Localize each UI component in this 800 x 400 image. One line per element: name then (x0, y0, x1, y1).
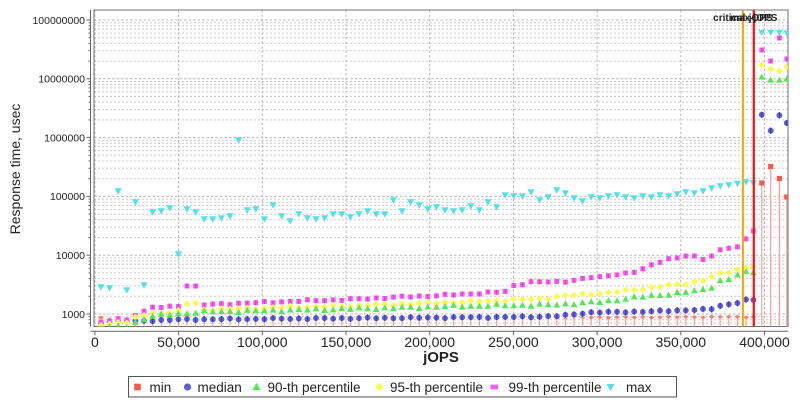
svg-text:400,000: 400,000 (739, 334, 790, 350)
svg-text:max-jOPS: max-jOPS (730, 13, 778, 24)
svg-text:95-th percentile: 95-th percentile (390, 380, 483, 395)
svg-text:350,000: 350,000 (655, 334, 706, 350)
svg-text:0: 0 (91, 334, 99, 350)
svg-text:200,000: 200,000 (404, 334, 455, 350)
svg-text:critical-jOPS: critical-jOPS (713, 13, 773, 24)
svg-text:min: min (150, 380, 172, 395)
svg-text:10000: 10000 (56, 250, 85, 262)
svg-text:jOPS: jOPS (422, 349, 459, 366)
svg-text:Response time, usec: Response time, usec (7, 104, 23, 235)
svg-text:100,000: 100,000 (237, 334, 288, 350)
svg-text:250,000: 250,000 (488, 334, 539, 350)
svg-text:90-th percentile: 90-th percentile (268, 380, 361, 395)
svg-text:150,000: 150,000 (321, 334, 372, 350)
svg-text:1000000: 1000000 (44, 132, 85, 144)
svg-text:100000000: 100000000 (32, 15, 85, 27)
svg-text:1000: 1000 (62, 309, 86, 321)
svg-text:300,000: 300,000 (572, 334, 623, 350)
svg-text:50,000: 50,000 (157, 334, 200, 350)
svg-text:10000000: 10000000 (38, 74, 85, 86)
svg-text:99-th percentile: 99-th percentile (509, 380, 602, 395)
svg-text:median: median (198, 380, 242, 395)
svg-text:max: max (626, 380, 652, 395)
svg-text:100000: 100000 (50, 191, 85, 203)
